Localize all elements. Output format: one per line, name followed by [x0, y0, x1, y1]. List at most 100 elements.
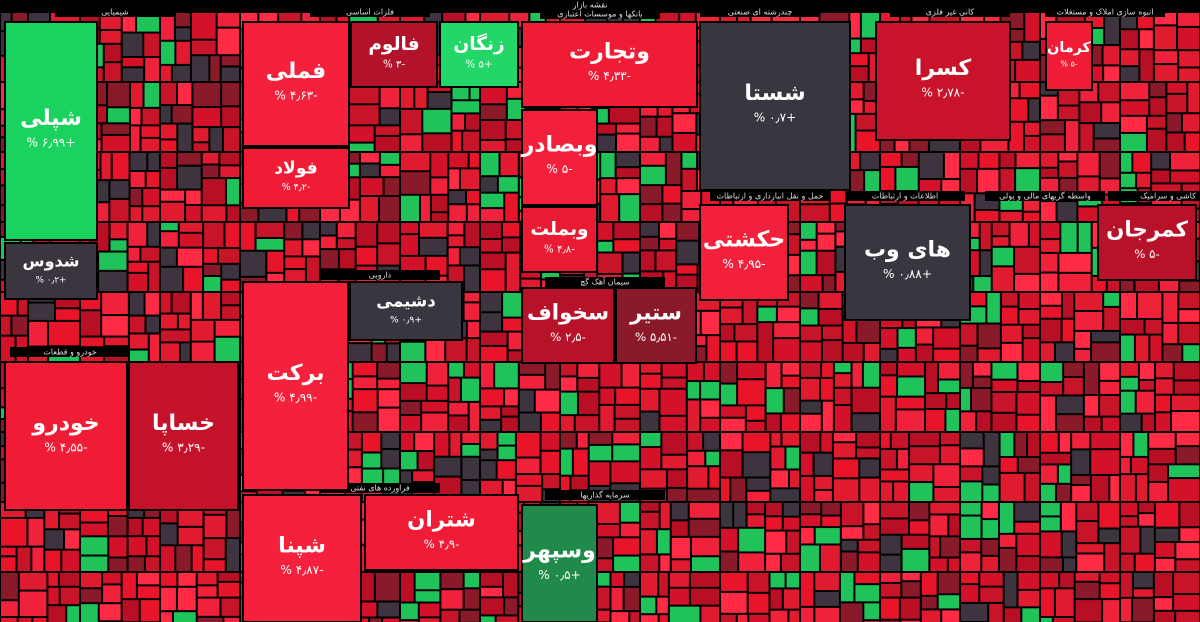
cell: [864, 343, 879, 361]
cell: [1094, 139, 1119, 151]
cell: [781, 554, 799, 571]
heading-band: [545, 490, 665, 500]
tile-box: [4, 21, 98, 241]
cell: [881, 583, 901, 597]
cell: [939, 196, 959, 207]
cell: [677, 241, 699, 264]
cell: [1001, 30, 1024, 41]
cell: [987, 293, 1000, 323]
cell: [1121, 503, 1138, 516]
cell: [766, 414, 780, 431]
cell: [688, 467, 708, 488]
cell: [462, 444, 479, 456]
cell: [191, 320, 214, 341]
cell: [1139, 363, 1154, 379]
cell: [673, 133, 696, 151]
tile-box: [242, 21, 350, 147]
cell: [81, 537, 108, 555]
cell: [1092, 331, 1119, 342]
cell: [766, 363, 781, 388]
cell: [481, 450, 497, 460]
cell: [360, 164, 379, 177]
cell: [682, 192, 701, 209]
cell: [801, 240, 816, 250]
cell: [822, 516, 840, 527]
cell: [902, 535, 929, 548]
cell: [541, 413, 559, 431]
cell: [505, 598, 518, 615]
cell: [161, 612, 172, 622]
cell: [687, 382, 700, 399]
cell: [467, 339, 479, 361]
cell: [129, 316, 145, 333]
cell: [498, 433, 515, 445]
cell: [1041, 306, 1061, 318]
cell: [378, 408, 399, 431]
cell: [1105, 13, 1119, 45]
cell: [481, 120, 505, 139]
cell: [503, 480, 515, 501]
cell: [766, 389, 783, 413]
cell: [122, 600, 139, 622]
cell: [801, 276, 822, 291]
cell: [1018, 573, 1039, 589]
cell: [1139, 514, 1154, 526]
tile-change: +۰٫۸۸ %: [883, 267, 932, 281]
cell: [930, 13, 959, 25]
cell: [961, 363, 972, 387]
tile: های وب +۰٫۸۸ %: [844, 204, 971, 321]
cell: [983, 467, 999, 484]
tile-box: [521, 109, 598, 206]
cell: [48, 321, 79, 346]
cell: [561, 416, 574, 431]
cell: [1078, 207, 1102, 221]
heading-band: [700, 7, 820, 17]
tile-symbol: فولاد: [274, 159, 318, 179]
cell: [225, 223, 239, 248]
cell: [774, 339, 799, 361]
cell: [1025, 473, 1039, 501]
cell: [1149, 465, 1168, 481]
cell: [161, 524, 177, 545]
tile-change: +۵ %: [466, 60, 493, 71]
cell: [460, 610, 479, 622]
cell: [1023, 212, 1039, 221]
cell: [916, 328, 933, 344]
cell: [353, 390, 377, 412]
cell: [688, 433, 703, 450]
cell: [830, 204, 846, 221]
cell: [896, 410, 925, 431]
cell: [191, 342, 214, 361]
tile-change: -۵٫۵۱ %: [635, 330, 677, 344]
cell: [657, 530, 670, 554]
cell: [449, 205, 466, 221]
cell: [202, 179, 225, 205]
cell: [161, 546, 175, 571]
cell: [1041, 453, 1071, 464]
cell: [535, 390, 559, 412]
cell: [578, 378, 599, 391]
tile-change: +۰٫۷ %: [754, 111, 796, 125]
cell: [847, 171, 864, 193]
cell: [481, 363, 494, 388]
cell: [197, 573, 217, 585]
tile-symbol: وسپهر: [522, 538, 596, 563]
tile: شپنا -۴٫۸۷ %: [242, 494, 362, 622]
cell: [12, 316, 28, 335]
cell: [110, 240, 127, 251]
cell: [130, 153, 147, 170]
cell: [641, 573, 658, 596]
cell: [222, 280, 239, 291]
cell: [589, 462, 610, 485]
cell: [1023, 325, 1039, 338]
cell: [766, 531, 786, 553]
cell: [210, 56, 220, 81]
cell: [840, 603, 863, 622]
cell: [641, 363, 661, 373]
cell: [961, 388, 971, 411]
cell: [463, 131, 479, 151]
cell: [191, 40, 216, 55]
cell: [81, 556, 108, 571]
cell: [721, 573, 747, 591]
cell: [378, 379, 399, 389]
